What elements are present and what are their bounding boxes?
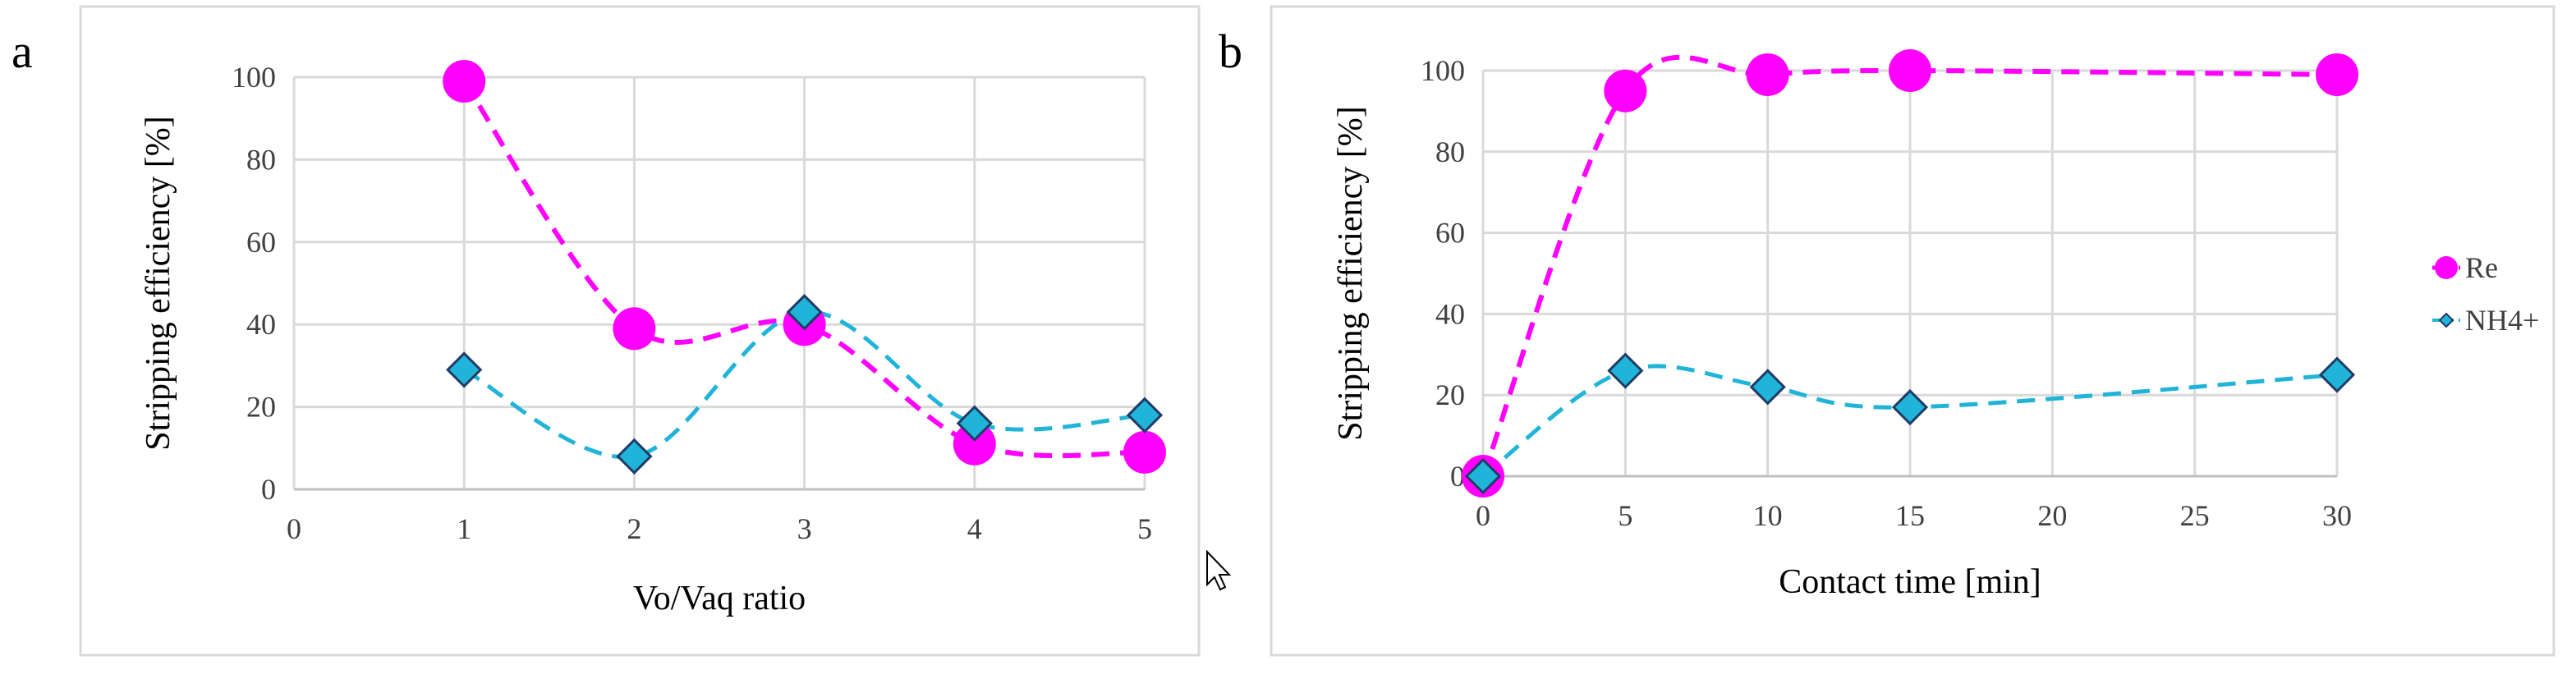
chart-a-x-tick-label: 5 bbox=[1137, 512, 1152, 545]
chart-b-y-tick-label: 20 bbox=[1435, 378, 1465, 411]
legend-nh4-marker bbox=[2438, 312, 2454, 328]
chart-a-x-tick-label: 4 bbox=[967, 512, 982, 545]
chart-a-y-axis-label: Stripping efficiency [%] bbox=[140, 116, 177, 450]
chart-a-x-tick-label: 1 bbox=[457, 512, 471, 545]
chart-a-y-tick-label: 40 bbox=[246, 308, 276, 341]
chart-b-y-tick-label: 80 bbox=[1435, 135, 1465, 168]
chart-a-nh4-point bbox=[956, 405, 993, 442]
chart-a-y-tick-label: 100 bbox=[232, 61, 276, 94]
chart-a-nh4-point bbox=[446, 351, 483, 388]
legend-nh4-label: NH4+ bbox=[2465, 304, 2539, 337]
chart-b-y-tick-label: 100 bbox=[1421, 54, 1465, 87]
chart-a-nh4-line bbox=[463, 310, 1146, 460]
chart-b-nh4-point bbox=[1891, 388, 1929, 426]
chart-b-x-tick-label: 30 bbox=[2322, 499, 2352, 532]
chart-b-x-tick-label: 15 bbox=[1895, 499, 1925, 532]
chart-b-x-tick-label: 20 bbox=[2037, 499, 2067, 532]
legend-re-marker bbox=[2435, 256, 2458, 279]
mouse-cursor-icon bbox=[1206, 549, 1232, 591]
chart-b-y-axis-label: Stripping efficiency [%] bbox=[1332, 106, 1370, 440]
chart-b-re-line bbox=[1481, 54, 2338, 478]
chart-b-re-point bbox=[1889, 49, 1931, 92]
legend-re-label: Re bbox=[2465, 251, 2498, 284]
chart-b-legend: Re NH4+ bbox=[2432, 251, 2539, 337]
chart-b-nh4-point bbox=[2318, 356, 2356, 393]
chart-b-x-tick-label: 0 bbox=[1476, 499, 1490, 532]
chart-b-nh4-line bbox=[1481, 364, 2338, 479]
chart-a: 0 20 40 60 80 100 0 1 2 3 4 5 Vo/Vaq ratio Stripping … bbox=[140, 60, 1166, 617]
chart-b-x-tick-label: 25 bbox=[2180, 499, 2210, 532]
chart-b-nh4-point bbox=[1464, 457, 1502, 495]
chart-a-re-point bbox=[953, 422, 996, 466]
chart-a-y-tick-label: 80 bbox=[246, 143, 276, 176]
chart-a-nh4-point bbox=[786, 294, 823, 331]
chart-a-x-tick-label: 0 bbox=[287, 512, 301, 545]
chart-b-nh4-point bbox=[1607, 352, 1644, 389]
chart-b-nh4-point bbox=[1749, 369, 1786, 406]
chart-a-nh4-point bbox=[1126, 397, 1164, 434]
chart-b-re-point bbox=[2316, 53, 2358, 96]
chart-b-x-axis-label: Contact time [min] bbox=[1779, 563, 2041, 601]
chart-a-panel-letter: a bbox=[11, 25, 33, 78]
chart-b-re-point bbox=[1604, 69, 1647, 112]
chart-a-y-tick-label: 60 bbox=[246, 226, 276, 259]
chart-b-panel-letter: b bbox=[1219, 25, 1242, 78]
chart-b-x-tick-label: 5 bbox=[1618, 499, 1632, 532]
chart-b: 0 20 40 60 80 100 0 5 10 15 20 25 30 Contact time [mi… bbox=[1332, 49, 2358, 601]
chart-b-x-tick-label: 10 bbox=[1753, 499, 1783, 532]
chart-a-x-tick-label: 3 bbox=[797, 512, 812, 545]
chart-b-y-tick-label: 0 bbox=[1450, 460, 1465, 493]
chart-a-x-tick-label: 2 bbox=[627, 512, 641, 545]
chart-a-re-point bbox=[1123, 430, 1166, 474]
chart-b-y-tick-label: 40 bbox=[1435, 297, 1465, 330]
chart-a-re-point bbox=[613, 307, 656, 351]
chart-b-y-tick-label: 60 bbox=[1435, 217, 1465, 250]
chart-a-y-tick-label: 20 bbox=[246, 391, 276, 424]
chart-a-y-tick-label: 0 bbox=[261, 473, 276, 506]
chart-a-re-point bbox=[443, 60, 486, 103]
chart-a-x-axis-label: Vo/Vaq ratio bbox=[633, 580, 806, 617]
chart-b-frame bbox=[1270, 5, 2555, 657]
chart-b-re-point bbox=[1746, 53, 1789, 96]
chart-a-nh4-point bbox=[616, 438, 653, 475]
